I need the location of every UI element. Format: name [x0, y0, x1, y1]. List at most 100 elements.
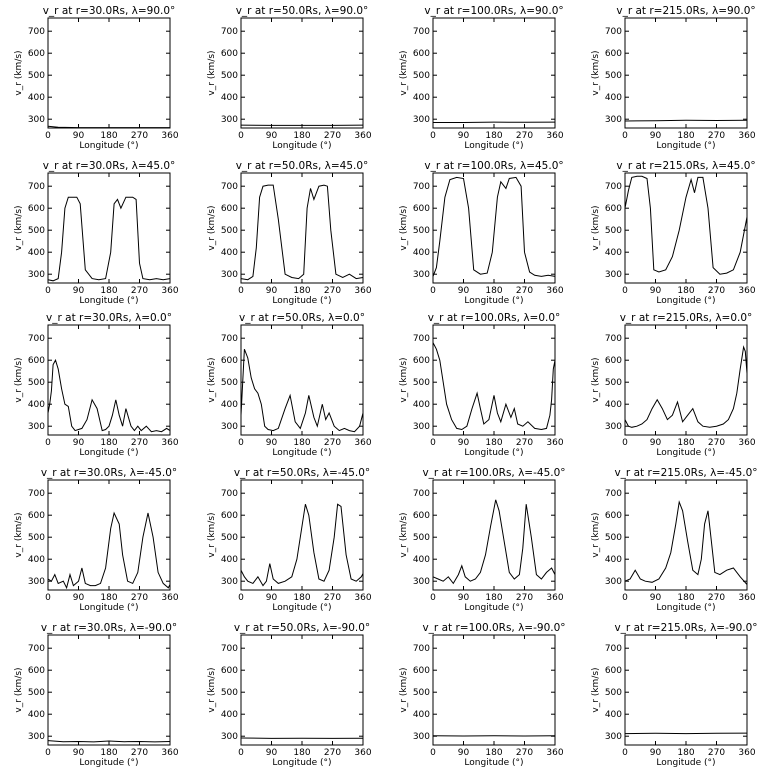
x-tick-label: 0 [622, 286, 628, 296]
y-tick-label: 300 [221, 115, 238, 125]
velocity-curve [624, 500, 748, 585]
velocity-curve [432, 176, 556, 277]
panel-title: v_r at r=50.0Rs, λ=-45.0° [234, 467, 370, 479]
x-tick-label: 180 [293, 131, 310, 141]
y-tick-label: 500 [28, 688, 45, 698]
y-tick-label: 500 [221, 71, 238, 81]
panel-r4-c2: v_r at r=100.0Rs, λ=-90.0° 0 90 180 270 360 30… [399, 622, 566, 768]
y-tick-label: 600 [221, 666, 238, 676]
x-tick-label: 180 [677, 593, 694, 603]
panel-r2-c0: v_r at r=30.0Rs, λ=0.0° 0 90 180 270 360 300 40… [14, 312, 179, 458]
x-tick-label: 360 [738, 131, 755, 141]
x-tick-label: 90 [650, 131, 662, 141]
y-tick-label: 500 [221, 378, 238, 388]
x-tick-label: 360 [546, 593, 563, 603]
panel-r3-c0: v_r at r=30.0Rs, λ=-45.0° 0 90 180 270 360 300… [14, 467, 179, 613]
panel-title: v_r at r=215.0Rs, λ=-45.0° [614, 467, 757, 479]
y-tick-label: 400 [605, 555, 622, 565]
plot-frame [240, 172, 364, 284]
x-tick-label: 270 [324, 131, 341, 141]
y-tick-label: 700 [221, 334, 238, 344]
panel-title: v_r at r=30.0Rs, λ=90.0° [43, 5, 176, 17]
y-tick-label: 300 [28, 577, 45, 587]
y-tick-label: 400 [28, 400, 45, 410]
y-tick-label: 600 [28, 204, 45, 214]
x-tick-label: 180 [293, 593, 310, 603]
y-tick-label: 400 [28, 93, 45, 103]
y-axis-label: v_r (km/s) [399, 357, 409, 402]
x-tick-label: 0 [238, 286, 244, 296]
y-tick-label: 400 [28, 710, 45, 720]
velocity-curve [240, 349, 364, 433]
x-tick-label: 0 [45, 593, 51, 603]
y-tick-label: 400 [221, 400, 238, 410]
y-tick-label: 700 [28, 644, 45, 654]
y-tick-label: 500 [221, 226, 238, 236]
velocity-curve [624, 119, 748, 122]
y-tick-label: 700 [413, 334, 430, 344]
plot-frame [624, 479, 748, 591]
x-tick-label: 180 [293, 748, 310, 758]
y-tick-label: 600 [221, 356, 238, 366]
x-axis-label: Longitude (°) [79, 448, 138, 458]
x-tick-label: 90 [266, 593, 278, 603]
panel-r4-c1: v_r at r=50.0Rs, λ=-90.0° 0 90 180 270 360 300… [207, 622, 372, 768]
y-tick-label: 600 [28, 511, 45, 521]
y-axis-label: v_r (km/s) [399, 512, 409, 557]
y-tick-label: 700 [28, 334, 45, 344]
x-tick-label: 180 [100, 286, 117, 296]
y-tick-label: 500 [413, 688, 430, 698]
x-tick-label: 0 [430, 131, 436, 141]
plot-frame [624, 172, 748, 284]
plot-frame [47, 479, 171, 591]
x-axis-label: Longitude (°) [272, 603, 331, 613]
y-tick-label: 300 [605, 270, 622, 280]
x-tick-label: 90 [650, 286, 662, 296]
x-axis-label: Longitude (°) [464, 296, 523, 306]
y-tick-label: 700 [221, 489, 238, 499]
y-tick-label: 400 [605, 248, 622, 258]
x-tick-label: 270 [131, 748, 148, 758]
y-axis-label: v_r (km/s) [591, 50, 601, 95]
x-tick-label: 270 [708, 286, 725, 296]
x-tick-label: 90 [73, 593, 85, 603]
plot-frame [47, 17, 171, 129]
x-tick-label: 0 [622, 438, 628, 448]
x-tick-label: 360 [738, 748, 755, 758]
x-tick-label: 270 [708, 131, 725, 141]
panel-r1-c2: v_r at r=100.0Rs, λ=45.0° 0 90 180 270 360 300… [399, 160, 564, 306]
x-tick-label: 180 [677, 748, 694, 758]
plot-frame [47, 172, 171, 284]
velocity-curve [47, 740, 171, 743]
panel-r1-c1: v_r at r=50.0Rs, λ=45.0° 0 90 180 270 360 300 4… [207, 160, 372, 306]
y-tick-label: 400 [413, 555, 430, 565]
velocity-curve [47, 511, 171, 590]
x-tick-label: 270 [131, 131, 148, 141]
y-tick-label: 400 [605, 400, 622, 410]
y-tick-label: 600 [28, 356, 45, 366]
velocity-curve [47, 196, 171, 282]
x-tick-label: 360 [354, 593, 371, 603]
y-tick-label: 700 [413, 644, 430, 654]
x-tick-label: 0 [622, 131, 628, 141]
y-tick-label: 300 [605, 732, 622, 742]
x-tick-label: 270 [131, 286, 148, 296]
x-tick-label: 90 [73, 286, 85, 296]
x-axis-label: Longitude (°) [464, 758, 523, 768]
x-tick-label: 90 [73, 131, 85, 141]
panel-title: v_r at r=100.0Rs, λ=-45.0° [422, 467, 565, 479]
y-tick-label: 400 [413, 93, 430, 103]
y-tick-label: 600 [413, 511, 430, 521]
y-tick-label: 600 [605, 511, 622, 521]
x-tick-label: 270 [708, 593, 725, 603]
plot-frame [624, 634, 748, 746]
y-axis-label: v_r (km/s) [591, 205, 601, 250]
x-tick-label: 90 [266, 438, 278, 448]
plot-frame [240, 479, 364, 591]
panel-title: v_r at r=30.0Rs, λ=0.0° [46, 312, 172, 324]
x-tick-label: 360 [354, 286, 371, 296]
x-tick-label: 180 [677, 286, 694, 296]
velocity-curve [624, 732, 748, 735]
panel-r3-c2: v_r at r=100.0Rs, λ=-45.0° 0 90 180 270 360 30… [399, 467, 566, 613]
